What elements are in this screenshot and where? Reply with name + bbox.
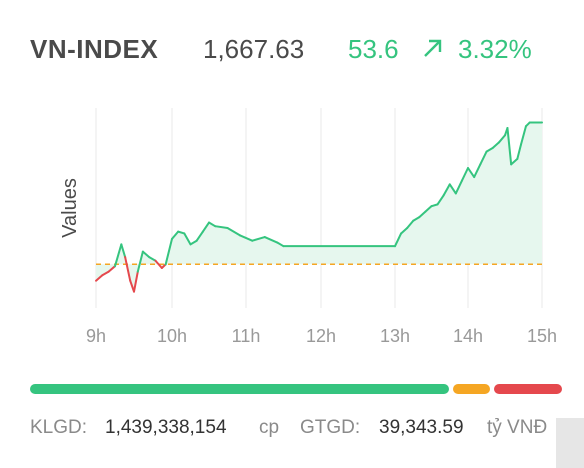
price-segment	[276, 241, 285, 248]
price-segment	[442, 183, 451, 197]
index-change-pct: 3.32%	[458, 34, 532, 64]
price-segment	[238, 234, 254, 242]
price-segment	[133, 270, 139, 293]
x-tick-label: 13h	[380, 326, 410, 346]
price-segment	[189, 239, 198, 246]
price-segment	[418, 210, 427, 219]
price-segment	[424, 205, 433, 213]
price-segment	[263, 236, 279, 244]
index-value: 1,667.63	[203, 34, 305, 64]
x-tick-label: 11h	[232, 326, 261, 346]
price-segment	[120, 243, 127, 259]
price-segment	[171, 230, 180, 240]
price-segment	[114, 243, 123, 268]
price-segment	[460, 167, 469, 182]
price-segment	[251, 236, 266, 242]
price-line	[95, 121, 543, 293]
turnover-value: 39,343.59	[379, 417, 464, 438]
price-segment	[154, 259, 163, 269]
price-segment	[436, 194, 445, 206]
x-axis-ticks: 9h 10h 11h 12h 13h 14h 15h	[86, 326, 557, 346]
price-segment	[101, 270, 110, 277]
price-segment	[226, 227, 241, 237]
intraday-chart: Values 9h 10h 11h 12h 13h 14h 15h	[59, 108, 557, 346]
advancers-bar	[30, 384, 450, 394]
price-segment	[394, 232, 403, 248]
scroll-button[interactable]	[556, 418, 584, 468]
price-segment	[201, 221, 210, 233]
price-segment	[141, 250, 151, 259]
price-segment	[107, 265, 116, 273]
turnover-unit: tỷ VNĐ	[487, 417, 548, 438]
price-segment	[183, 232, 192, 246]
price-segment	[520, 125, 527, 146]
price-segment	[136, 250, 144, 273]
volume-value: 1,439,338,154	[105, 417, 227, 438]
index-change: 53.6	[348, 34, 399, 64]
price-segment	[448, 183, 457, 195]
price-segment	[473, 163, 482, 179]
price-segment	[491, 141, 500, 149]
price-segment	[506, 127, 513, 166]
price-area	[96, 122, 542, 292]
x-tick-label: 15h	[527, 326, 557, 346]
arrow-up-right-icon	[424, 39, 442, 57]
price-segment	[516, 143, 523, 160]
price-segment	[510, 157, 519, 166]
volume-label: KLGD:	[30, 417, 88, 438]
trading-summary: KLGD: 1,439,338,154 cp GTGD: 39,343.59 t…	[30, 417, 570, 447]
price-segment	[454, 179, 463, 195]
price-segment	[148, 256, 157, 262]
price-segment	[412, 216, 421, 222]
price-segment	[406, 219, 415, 229]
price-segment	[124, 256, 132, 282]
x-tick-label: 10h	[157, 326, 187, 346]
x-tick-label: 14h	[453, 326, 483, 346]
price-segment	[479, 150, 488, 166]
decliners-bar	[493, 384, 562, 394]
price-segment	[485, 147, 494, 153]
price-segment	[467, 167, 476, 179]
index-header: VN-INDEX 1,667.63 53.6 3.32%	[30, 34, 560, 74]
price-segment	[95, 274, 104, 282]
volume-unit: cp	[259, 417, 280, 438]
y-axis-label: Values	[59, 178, 81, 238]
unchanged-bar	[453, 384, 490, 394]
price-segment	[195, 230, 204, 242]
price-segment	[430, 203, 439, 208]
price-segment	[400, 227, 409, 235]
price-segment	[164, 237, 173, 266]
price-segment	[497, 134, 506, 144]
price-segment	[208, 221, 217, 228]
turnover-label: GTGD:	[300, 417, 361, 438]
market-breadth-bar	[30, 384, 562, 394]
price-segment	[177, 230, 186, 235]
index-name: VN-INDEX	[30, 34, 159, 64]
x-tick-label: 9h	[86, 326, 106, 346]
price-segment	[214, 225, 229, 229]
x-tick-label: 12h	[306, 326, 336, 346]
